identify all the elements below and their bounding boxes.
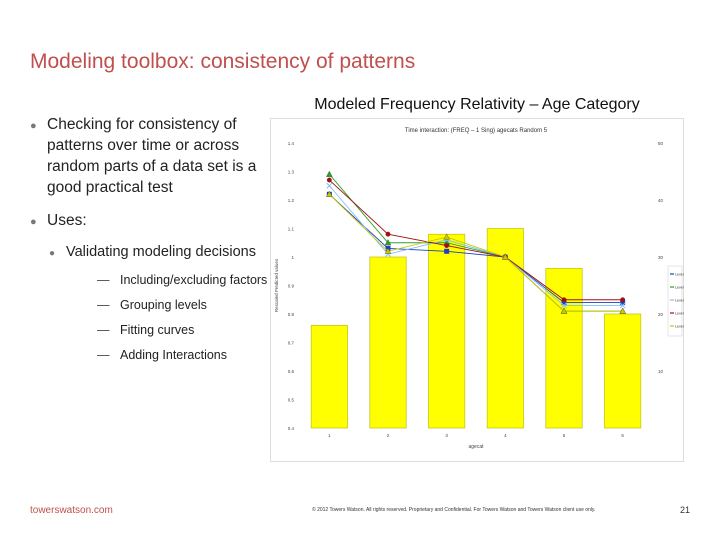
right-tick-label: 10 <box>658 369 664 374</box>
series-point <box>561 302 567 309</box>
legend-label: Level 1 <box>675 273 684 277</box>
bullet-dot-icon: ● <box>49 248 56 259</box>
left-tick-label: 1.2 <box>288 198 295 203</box>
series-point <box>561 300 567 306</box>
x-tick-label: 1 <box>328 433 331 438</box>
left-tick-label: 1.3 <box>288 170 295 175</box>
right-tick-label: 50 <box>658 141 664 146</box>
left-tick-label: 0.8 <box>288 312 295 317</box>
series-point <box>384 239 392 246</box>
right-tick-label: 40 <box>658 198 664 203</box>
series-point <box>384 247 392 254</box>
series-point <box>326 170 333 177</box>
bullet-list: ● Checking for consistency of patterns o… <box>30 114 270 372</box>
y-axis-label: Rescaled Predicted values <box>274 258 279 312</box>
legend-box <box>667 265 683 337</box>
sub-sub-bullet-text: Including/excluding factors <box>120 273 268 287</box>
page-number: 21 <box>680 505 691 515</box>
series-line <box>329 193 623 312</box>
left-tick-label: 0.7 <box>288 341 295 346</box>
legend-label: Level 4 <box>675 312 684 316</box>
x-tick-label: 6 <box>621 433 624 438</box>
bullet-text: Checking for consistency of patterns ove… <box>47 116 257 196</box>
series-point <box>619 307 626 314</box>
right-tick-label: 20 <box>658 312 664 317</box>
sub-sub-bullet-item: — Grouping levels <box>30 297 270 313</box>
left-tick-label: 1 <box>291 255 294 260</box>
x-tick-label: 5 <box>563 433 566 438</box>
x-tick-label: 2 <box>387 433 390 438</box>
series-point <box>620 297 626 303</box>
sub-sub-bullet-text: Adding Interactions <box>120 348 228 362</box>
series-point <box>561 297 567 303</box>
series-point <box>444 243 450 248</box>
series-point <box>444 248 450 254</box>
sub-sub-bullet-text: Fitting curves <box>120 323 195 337</box>
slide-title: Modeling toolbox: consistency of pattern… <box>30 50 416 73</box>
left-tick-label: 0.9 <box>288 284 295 289</box>
dash-icon: — <box>97 273 110 287</box>
left-tick-label: 0.4 <box>288 426 295 431</box>
dash-icon: — <box>97 323 110 337</box>
series-line <box>329 179 623 301</box>
frequency-chart: Time interaction: (FREQ – 1 Sing) agecat… <box>270 118 687 462</box>
sub-sub-bullet-item: — Fitting curves <box>30 322 270 338</box>
chart-bar <box>604 313 642 429</box>
legend-label: Level 3 <box>675 299 684 303</box>
bullet-item: ● Uses: <box>30 210 270 231</box>
legend-label: Level 2 <box>675 286 684 290</box>
dash-icon: — <box>97 298 110 312</box>
sub-sub-bullet-item: — Including/excluding factors <box>30 272 270 288</box>
bullet-dot-icon: ● <box>30 120 37 132</box>
sub-bullet-text: Validating modeling decisions <box>66 244 256 260</box>
bullet-dot-icon: ● <box>30 216 37 228</box>
series-point <box>326 190 333 197</box>
left-tick-label: 0.6 <box>288 369 295 374</box>
sub-sub-bullet-text: Grouping levels <box>120 298 207 312</box>
chart-bar <box>428 233 466 429</box>
dash-icon: — <box>97 348 110 362</box>
chart-container: Time interaction: (FREQ – 1 Sing) agecat… <box>270 118 687 462</box>
series-point <box>502 253 509 260</box>
chart-title: Time interaction: (FREQ – 1 Sing) agecat… <box>405 128 548 134</box>
series-point <box>620 300 626 306</box>
x-axis-label: agecat <box>468 444 484 450</box>
sub-bullet-item: ● Validating modeling decisions <box>30 243 270 262</box>
series-point <box>385 231 391 237</box>
left-tick-label: 1.1 <box>288 227 295 232</box>
footer-brand: towerswatson.com <box>30 505 113 516</box>
left-tick-label: 1.4 <box>288 141 295 146</box>
bullet-text: Uses: <box>47 212 87 229</box>
chart-bar <box>369 256 407 429</box>
sub-sub-bullet-item: — Adding Interactions <box>30 347 270 363</box>
right-tick-label: 30 <box>658 255 664 260</box>
bullet-item: ● Checking for consistency of patterns o… <box>30 114 270 198</box>
series-point <box>326 177 332 183</box>
chart-heading: Modeled Frequency Relativity – Age Categ… <box>314 96 640 113</box>
series-line <box>328 185 623 306</box>
chart-bar <box>486 228 524 429</box>
series-point <box>560 307 568 314</box>
series-point <box>326 182 333 189</box>
series-point <box>443 233 450 240</box>
x-tick-label: 4 <box>504 433 507 438</box>
x-tick-label: 3 <box>445 433 448 438</box>
legend-label: Level 5 <box>675 325 684 329</box>
series-point <box>619 302 626 309</box>
series-line <box>329 193 623 304</box>
chart-bar <box>310 325 348 429</box>
left-tick-label: 0.5 <box>288 398 295 403</box>
footer-copyright: © 2012 Towers Watson. All rights reserve… <box>312 507 596 513</box>
